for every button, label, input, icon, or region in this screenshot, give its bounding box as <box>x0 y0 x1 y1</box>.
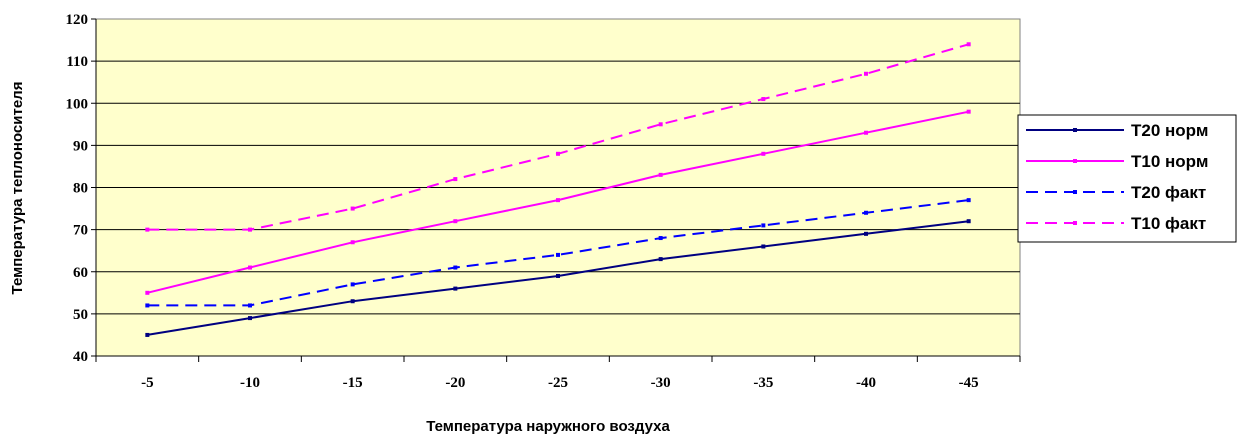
legend-marker <box>1073 221 1077 225</box>
x-tick-label: -10 <box>240 375 260 391</box>
x-tick-label: -45 <box>959 375 979 391</box>
data-point <box>453 219 458 224</box>
data-point <box>761 151 766 156</box>
data-point <box>453 265 458 270</box>
data-point <box>966 198 971 203</box>
data-point <box>453 177 458 182</box>
data-point <box>761 244 766 249</box>
data-point <box>658 172 663 177</box>
data-point <box>966 219 971 224</box>
x-tick-label: -30 <box>651 375 671 391</box>
data-point <box>761 223 766 228</box>
x-tick-label: -5 <box>141 375 154 391</box>
axes <box>91 18 1021 362</box>
legend-label: Т20 норм <box>1131 121 1208 140</box>
tick-labels: 40 50 60 70 80 90 100 110 120 -5 -10 -15 -20 -25 -30 -3… <box>66 12 979 391</box>
y-tick-label: 50 <box>73 307 88 323</box>
data-point <box>556 252 560 257</box>
legend-label: Т10 норм <box>1131 152 1208 171</box>
y-tick-label: 90 <box>73 138 88 154</box>
legend-label: Т10 факт <box>1131 214 1206 233</box>
y-axis-title: Температура теплоносителя <box>9 82 26 295</box>
series-lines <box>145 42 971 337</box>
data-point <box>556 273 560 278</box>
legend-entries: Т20 норм Т10 норм Т20 факт Т10 факт <box>1026 121 1208 233</box>
x-tick-label: -15 <box>343 375 363 391</box>
data-point <box>145 303 150 308</box>
data-point <box>350 282 355 287</box>
data-point <box>761 97 766 102</box>
data-point <box>350 240 355 245</box>
data-point <box>864 71 868 76</box>
data-point <box>248 227 252 232</box>
data-point <box>658 122 663 127</box>
grid-lines <box>96 60 1020 315</box>
x-tick-label: -35 <box>753 375 773 391</box>
y-tick-label: 70 <box>73 223 88 239</box>
data-point <box>453 286 458 291</box>
legend: Т20 норм Т10 норм Т20 факт Т10 факт <box>1017 114 1237 243</box>
y-tick-label: 40 <box>73 349 88 365</box>
x-tick-label: -25 <box>548 375 568 391</box>
data-point <box>658 257 663 262</box>
data-point <box>864 231 868 236</box>
data-point <box>248 265 252 270</box>
data-point <box>145 227 150 232</box>
legend-marker <box>1073 190 1077 194</box>
x-tick-label: -40 <box>856 375 876 391</box>
data-point <box>248 316 252 321</box>
data-point <box>145 290 150 295</box>
data-point <box>966 109 971 114</box>
x-tick-label: -20 <box>445 375 465 391</box>
data-point <box>658 236 663 241</box>
y-tick-label: 120 <box>66 12 89 28</box>
data-point <box>966 42 971 47</box>
legend-box <box>1017 114 1237 243</box>
data-point <box>248 303 252 308</box>
legend-label: Т20 факт <box>1131 183 1206 202</box>
data-point <box>556 151 560 156</box>
data-point <box>145 332 150 337</box>
legend-marker <box>1073 128 1077 132</box>
data-point <box>350 299 355 304</box>
y-tick-label: 60 <box>73 265 88 281</box>
series-line <box>147 199 969 307</box>
y-tick-label: 110 <box>66 54 88 70</box>
y-tick-label: 100 <box>66 96 89 112</box>
y-tick-label: 80 <box>73 181 88 197</box>
legend-marker <box>1073 159 1077 163</box>
data-point <box>350 206 355 211</box>
data-point <box>864 210 868 215</box>
x-axis-title: Температура наружного воздуха <box>426 418 670 435</box>
data-point <box>556 198 560 203</box>
data-point <box>864 130 868 135</box>
